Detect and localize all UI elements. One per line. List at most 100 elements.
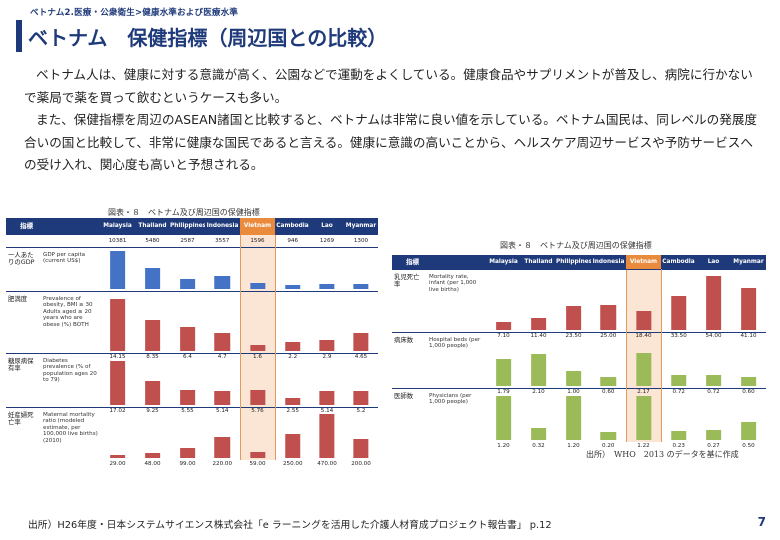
breadcrumb: ベトナム2.医療・公衆衛生>健康水準および医療水準 [30,8,239,18]
health-indicators-table-1: 指標 Malaysia Thailand Philippines Indones… [6,218,378,467]
bar-hospital-beds-indonesia [600,376,617,386]
indicator-metric-label: Maternal mortality ratio (modeled estima… [43,411,98,444]
bar-maternal-mortality-thailand [144,453,161,458]
footer-source: 出所）H26年度・日本システムサイエンス株式会社「e ラーニングを活用した介護人… [28,520,552,531]
table2-row-hospital-beds: 病床数 Hospital beds (per 1,000 people) 1.79 2… [392,331,766,395]
table1-column-value: 2587 [180,237,195,244]
indicator-category: 病床数 [394,335,414,344]
bar-obesity-vietnam [249,344,266,351]
data-label-hospital-beds: 1.00 [567,388,580,395]
bar-maternal-mortality-vietnam [249,452,266,458]
bar-infant-mortality-indonesia [600,304,617,330]
bar-maternal-mortality-lao [319,413,335,458]
bar-maternal-mortality-myanmar [353,438,369,458]
indicator-category: 医師数 [394,391,414,400]
table2-header-vietnam: Vietnam [626,255,661,269]
data-label-infant-mortality: 25.00 [600,332,617,339]
data-label-hospital-beds: 2.10 [532,388,545,395]
data-label-diabetes: 5.55 [181,407,194,414]
data-label-diabetes: 5.14 [216,407,229,414]
bar-physicians-lao [705,429,722,440]
bar-diabetes-thailand [144,380,161,405]
table1-column-value: 1269 [319,237,335,244]
indicator-metric-label: Hospital beds (per 1,000 people) [429,336,481,350]
bar-infant-mortality-malaysia [495,322,512,330]
data-label-maternal-mortality: 220.00 [212,460,233,467]
data-label-physicians: 1.20 [567,442,580,449]
indicator-metric-label: Diabetes prevalence (% of population age… [43,357,97,384]
bar-diabetes-cambodia [284,397,301,405]
bar-obesity-malaysia [109,298,126,351]
bar-gdp-malaysia [109,250,126,289]
health-indicators-table-2: 指標 Malaysia Thailand Philippines Indones… [392,255,766,449]
bar-diabetes-indonesia [214,391,231,405]
data-label-diabetes: 5.2 [356,407,366,414]
bar-hospital-beds-cambodia [670,374,687,386]
bar-maternal-mortality-philippines [179,448,196,458]
bar-physicians-philippines [565,396,582,440]
data-label-diabetes: 9.25 [146,407,159,414]
data-label-hospital-beds: 2.17 [637,388,650,395]
title-accent-bar [16,20,22,52]
data-label-obesity: 8.35 [146,353,159,360]
bar-hospital-beds-vietnam [635,353,652,386]
table2-header-myanmar: Myanmar [731,255,766,269]
table1-header-vietnam: Vietnam [240,218,275,235]
table1-column-value: 1596 [239,235,276,247]
bar-obesity-myanmar [353,333,369,351]
indicator-metric-label: Physicians (per 1,000 people) [429,392,472,406]
bar-physicians-indonesia [600,432,617,440]
bar-hospital-beds-myanmar [740,376,757,386]
table1-row-obesity: 肥満度 Prevalence of obesity, BMI ≥ 30 Adult… [6,290,378,360]
data-label-hospital-beds: 1.79 [497,388,510,395]
bar-physicians-vietnam [635,395,652,440]
table1-column-value: 3557 [215,237,230,244]
data-label-maternal-mortality: 470.00 [317,460,337,467]
data-label-diabetes: 2.55 [286,407,299,414]
bar-physicians-malaysia [495,396,512,440]
table1-header-thailand: Thailand [135,218,170,235]
data-label-maternal-mortality: 29.00 [109,460,126,467]
bar-hospital-beds-philippines [565,370,582,386]
bar-obesity-philippines [179,327,196,351]
indicator-category: 妊産婦死亡率 [8,410,34,426]
data-label-obesity: 4.65 [354,353,368,360]
bar-physicians-cambodia [670,431,687,440]
table1-row-gdp: 一人あたりのGDP GDP per capita (current US$) [6,246,378,291]
bar-infant-mortality-thailand [530,318,547,330]
data-label-infant-mortality: 11.40 [530,332,547,339]
table2-header-thailand: Thailand [521,255,556,269]
table1-column-value: 946 [287,237,299,244]
table1-header-indicator: 指標 [6,218,100,235]
bar-infant-mortality-philippines [565,306,582,330]
data-label-physicians: 1.20 [497,442,510,449]
data-label-infant-mortality: 54.00 [705,332,722,339]
bar-obesity-lao [319,339,335,351]
table1-row-maternal-mortality: 妊産婦死亡率 Maternal mortality ratio (modeled … [6,406,378,467]
table2-header-philippines: Philippines [556,255,591,269]
table2-row-infant-mortality: 乳児死亡率 Mortality rate, infant (per 1,000 l… [392,268,766,339]
data-label-hospital-beds: 0.72 [707,388,720,395]
bar-hospital-beds-lao [705,374,722,386]
indicator-category: 一人あたりのGDP [8,250,35,266]
data-label-infant-mortality: 7.10 [497,332,510,339]
table2-title: 図表・８ ベトナム及び周辺国の保健指標 [500,241,652,250]
table1-row-diabetes: 糖尿病保有率 Diabetes prevalence (% of populati… [6,352,378,414]
bar-diabetes-vietnam [249,389,266,405]
table1-header-myanmar: Myanmar [344,218,378,235]
indicator-category: 乳児死亡率 [394,272,420,288]
bar-diabetes-myanmar [353,391,369,405]
table1-title: 図表・８ ベトナム及び周辺国の保健指標 [108,208,260,217]
table1-header-lao: Lao [310,218,344,235]
table1-column-value: 10381 [108,237,127,244]
data-label-obesity: 6.4 [183,353,192,360]
data-label-obesity: 1.6 [253,353,262,360]
bar-gdp-thailand [144,268,161,289]
bar-infant-mortality-cambodia [670,296,687,330]
bar-obesity-indonesia [214,333,231,351]
page-number: 7 [757,515,766,529]
table1-header-indonesia: Indonesia [205,218,240,235]
indicator-metric-label: Mortality rate, infant (per 1,000 live b… [429,273,477,293]
data-label-hospital-beds: 0.60 [742,388,755,395]
indicator-metric-label: Prevalence of obesity, BMI ≥ 30 Adults a… [43,295,93,328]
